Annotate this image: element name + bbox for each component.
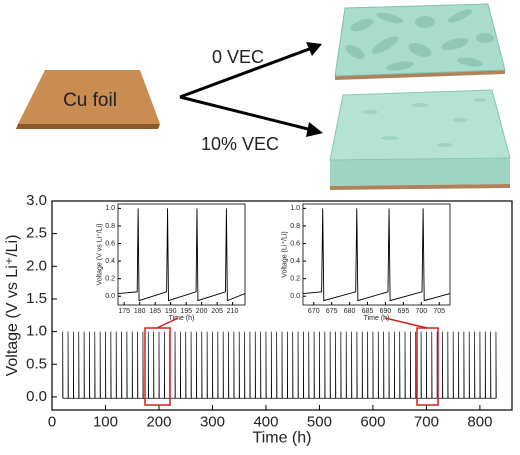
y-tick-label: 0.4 [290, 258, 300, 265]
x-tick-label: 200 [196, 308, 208, 315]
y-axis-label: Voltage (Li⁺/Li) [282, 231, 289, 278]
x-tick-label: 185 [149, 308, 161, 315]
x-tick-label: 800 [467, 414, 492, 431]
inset-background [273, 202, 456, 329]
x-tick-label: 705 [433, 308, 445, 315]
inset-background [88, 202, 251, 329]
arrow [179, 46, 313, 99]
x-tick-label: 300 [200, 414, 225, 431]
substrate-label: Cu foil [63, 90, 117, 111]
y-tick-label: 1.0 [26, 323, 47, 340]
y-axis-label: Voltage (V vs Li⁺/Li) [97, 223, 104, 285]
x-tick-label: 195 [180, 308, 192, 315]
surface-base [335, 70, 505, 80]
inset-plot: 175 180 185 190 195 200 205 210 0.0 0.2 0.4 0.6 0.8 1… [88, 202, 251, 329]
inset-plot: 670 675 680 685 690 695 700 705 0.0 0.2 0.4 0.6 0.8 1… [273, 202, 456, 329]
y-tick-label: 0.2 [290, 275, 300, 282]
x-tick-label: 200 [146, 414, 171, 431]
x-tick-label: 680 [344, 308, 356, 315]
plots: 0 100 200 300 400 500 600 700 800 0.0 0.5 1.0 1.5 2.0… [4, 192, 513, 447]
x-tick-label: 210 [227, 308, 239, 315]
voltage-trace [302, 208, 451, 302]
y-tick-label: 2.5 [26, 225, 47, 242]
schematic: Cu foil 0 VEC 10% VEC [16, 3, 511, 190]
zoom-box [416, 327, 439, 406]
axis-frame [51, 200, 513, 411]
x-tick-label: 175 [118, 308, 130, 315]
x-tick-label: 190 [165, 308, 177, 315]
axis-frame [302, 203, 451, 306]
x-tick-label: 205 [211, 308, 223, 315]
x-axis-label: Time (h) [169, 315, 195, 322]
voltage-trace [117, 208, 246, 302]
x-tick-label: 0 [48, 414, 56, 431]
y-tick-label: 3.0 [26, 192, 47, 209]
x-tick-label: 100 [93, 414, 118, 431]
y-tick-label: 0.6 [290, 240, 300, 247]
x-axis-label: Time (h) [364, 315, 390, 322]
bumps [362, 98, 486, 147]
y-tick-label: 0.5 [26, 355, 47, 372]
y-tick-label: 1.0 [290, 205, 300, 212]
y-tick-label: 0.4 [105, 258, 115, 265]
arrow-label: 10% VEC [201, 134, 279, 154]
zoom-connector [384, 317, 428, 329]
y-tick-label: 1.0 [105, 205, 115, 212]
y-tick-label: 0.0 [26, 388, 47, 405]
x-tick-label: 685 [362, 308, 374, 315]
foil [18, 70, 160, 124]
y-tick-label: 0.8 [105, 223, 115, 230]
x-tick-label: 500 [307, 414, 332, 431]
x-tick-label: 400 [253, 414, 278, 431]
arrow [179, 95, 313, 132]
x-tick-label: 670 [308, 308, 320, 315]
arrow-head [306, 42, 322, 56]
surface-base [330, 184, 510, 190]
y-tick-label: 0.2 [105, 275, 115, 282]
foil-edge [16, 124, 160, 129]
x-tick-label: 690 [380, 308, 392, 315]
surface-smooth [329, 89, 511, 161]
x-tick-label: 675 [326, 308, 338, 315]
surface-wall [330, 158, 510, 186]
x-tick-label: 600 [360, 414, 385, 431]
y-tick-label: 2.0 [26, 257, 47, 274]
x-axis-label: Time (h) [253, 430, 312, 447]
x-tick-label: 700 [414, 414, 439, 431]
y-tick-label: 0.0 [105, 293, 115, 300]
x-tick-label: 700 [415, 308, 427, 315]
y-tick-label: 1.5 [26, 290, 47, 307]
x-tick-label: 180 [134, 308, 146, 315]
y-tick-label: 0.0 [290, 293, 300, 300]
main-plot: 0 100 200 300 400 500 600 700 800 0.0 0.5 1.0 1.5 2.0… [4, 192, 513, 447]
x-tick-label: 695 [398, 308, 410, 315]
y-tick-label: 0.8 [290, 223, 300, 230]
voltage-trace [62, 331, 497, 399]
arrow-head [306, 122, 323, 137]
arrow-label: 0 VEC [212, 47, 264, 67]
dendrites [345, 9, 494, 71]
axis-frame [117, 203, 246, 306]
zoom-markers [144, 317, 439, 406]
y-tick-label: 0.6 [105, 240, 115, 247]
y-axis-label: Voltage (V vs Li⁺/Li) [4, 235, 21, 377]
zoom-connector [156, 317, 179, 329]
